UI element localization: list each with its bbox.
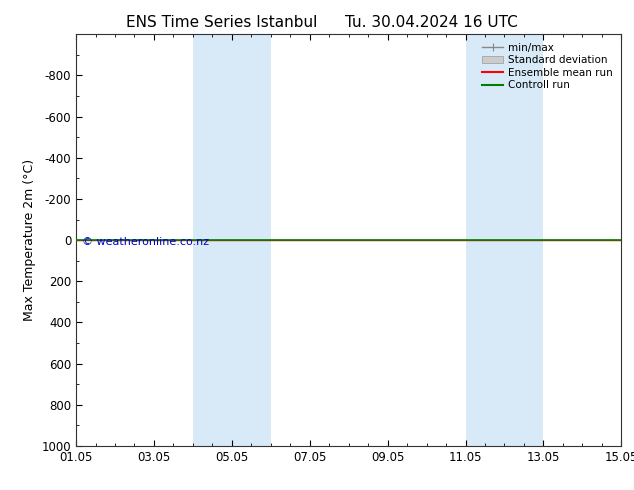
Text: © weatheronline.co.nz: © weatheronline.co.nz (82, 237, 209, 247)
Text: Tu. 30.04.2024 16 UTC: Tu. 30.04.2024 16 UTC (345, 15, 517, 30)
Y-axis label: Max Temperature 2m (°C): Max Temperature 2m (°C) (23, 159, 36, 321)
Text: ENS Time Series Istanbul: ENS Time Series Istanbul (126, 15, 318, 30)
Bar (465, 34, 543, 446)
Legend: min/max, Standard deviation, Ensemble mean run, Controll run: min/max, Standard deviation, Ensemble me… (479, 40, 616, 94)
Bar (193, 34, 271, 446)
